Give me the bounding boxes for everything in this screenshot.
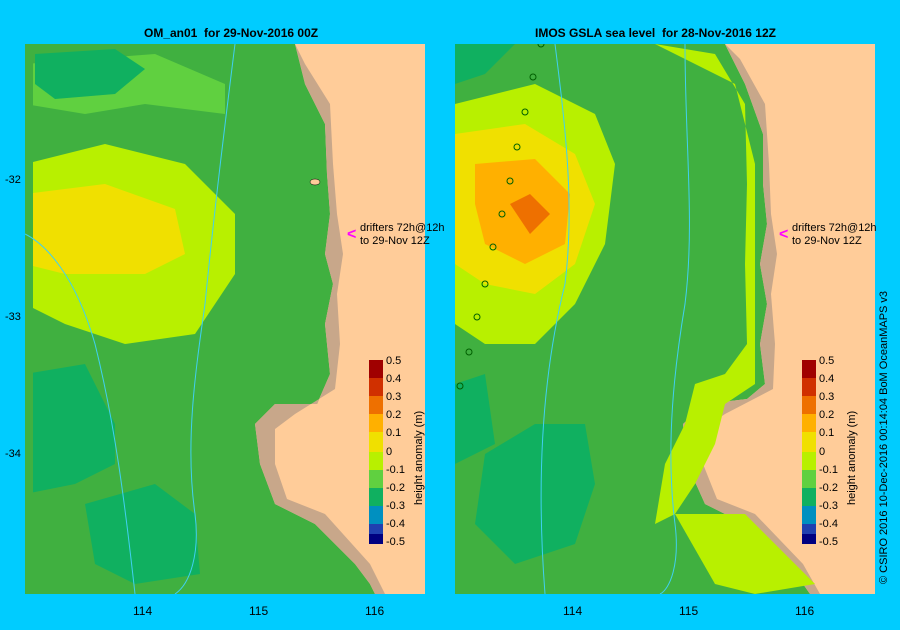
colorbar-label: 0.2	[386, 409, 402, 421]
left-colorbar	[369, 360, 383, 544]
island	[309, 178, 321, 186]
colorbar-label: -0.4	[819, 518, 838, 530]
y-tick-label: -33	[5, 311, 21, 323]
colorbar-label: -0.1	[819, 464, 838, 476]
colorbar-label: -0.5	[386, 536, 405, 548]
colorbar-label: 0.5	[386, 355, 402, 367]
colorbar-label: 0.1	[819, 427, 835, 439]
x-tick-label-left: 114	[133, 604, 153, 618]
drifter-label-left: drifters 72h@12h to 29-Nov 12Z	[360, 222, 445, 247]
colorbar-label: -0.3	[819, 500, 838, 512]
colorbar-label: 0.3	[386, 391, 402, 403]
drifter-label-right: drifters 72h@12h to 29-Nov 12Z	[792, 222, 877, 247]
colorbar-title: height anomaly (m)	[846, 410, 858, 505]
colorbar-label: 0.4	[386, 373, 402, 385]
x-tick-label-right: 115	[679, 604, 699, 618]
x-tick-label-right: 114	[563, 604, 583, 618]
left-map-title: OM_an01 for 29-Nov-2016 00Z	[144, 26, 319, 40]
colorbar-label: 0.3	[819, 391, 835, 403]
colorbar-label: 0	[819, 446, 826, 458]
copyright-text: © CSIRO 2016 10-Dec-2016 00:14:04 BoM Oc…	[878, 290, 890, 584]
colorbar-label: 0.4	[819, 373, 835, 385]
colorbar-label: 0.1	[386, 427, 402, 439]
left-sea-level-map	[25, 44, 425, 594]
colorbar-label: 0.5	[819, 355, 835, 367]
colorbar-title: height anomaly (m)	[413, 410, 425, 505]
colorbar-label: -0.5	[819, 536, 838, 548]
x-tick-label-left: 116	[365, 604, 385, 618]
colorbar-label: -0.2	[386, 482, 405, 494]
y-tick-label: -32	[5, 174, 21, 186]
x-tick-label-right: 116	[795, 604, 815, 618]
colorbar-label: -0.2	[819, 482, 838, 494]
colorbar-label: -0.3	[386, 500, 405, 512]
right-sea-level-map	[455, 44, 875, 594]
drifter-arrow-icon: <	[779, 226, 789, 243]
colorbar-label: -0.1	[386, 464, 405, 476]
x-tick-label-left: 115	[249, 604, 269, 618]
y-tick-label: -34	[5, 448, 21, 460]
colorbar-label: 0.2	[819, 409, 835, 421]
right-map-title: IMOS GSLA sea level for 28-Nov-2016 12Z	[535, 26, 776, 40]
drifter-track	[456, 44, 545, 390]
right-colorbar	[802, 360, 816, 544]
drifter-arrow-icon: <	[347, 226, 357, 243]
colorbar-label: -0.4	[386, 518, 405, 530]
colorbar-label: 0	[386, 446, 393, 458]
